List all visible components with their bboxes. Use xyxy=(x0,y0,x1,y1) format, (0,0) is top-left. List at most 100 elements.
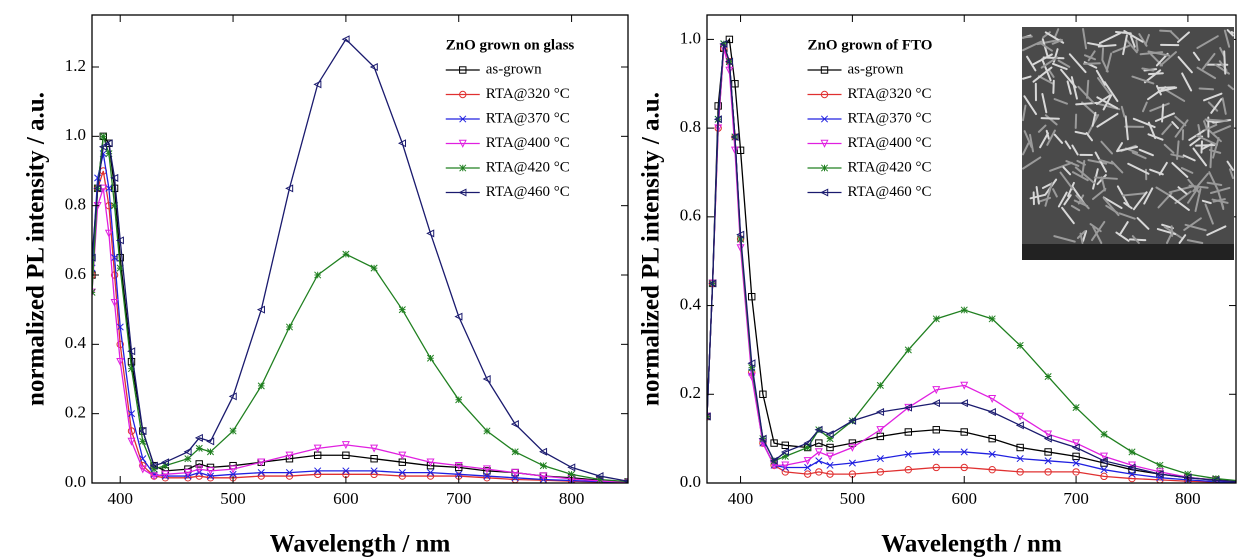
marker xyxy=(748,292,756,301)
marker xyxy=(932,426,940,434)
marker xyxy=(370,444,379,453)
marker xyxy=(826,435,834,443)
nanorod xyxy=(1094,151,1108,173)
nanorod xyxy=(1082,230,1088,242)
marker xyxy=(1072,404,1080,412)
legend-marker xyxy=(820,188,829,197)
nanorod xyxy=(1060,68,1077,89)
legend-label: RTA@460 °C xyxy=(848,184,932,200)
nanorod xyxy=(1092,168,1099,190)
marker xyxy=(104,229,113,238)
marker xyxy=(725,57,734,66)
nanorod xyxy=(1187,187,1199,204)
nanorod xyxy=(1147,86,1167,101)
marker xyxy=(1072,439,1081,448)
marker xyxy=(511,474,519,482)
nanorod xyxy=(1127,162,1150,175)
y-tick-label: 0.0 xyxy=(65,472,86,491)
y-axis-label: normalized PL intensity / a.u. xyxy=(638,92,665,406)
nanorod xyxy=(1203,92,1223,102)
marker xyxy=(931,399,940,408)
x-tick-label: 600 xyxy=(333,489,359,508)
y-tick-label: 1.0 xyxy=(65,125,86,144)
x-axis-label: Wavelength / nm xyxy=(270,531,451,558)
nanorod xyxy=(1076,159,1086,166)
nanorod xyxy=(1022,75,1032,80)
marker xyxy=(1044,448,1052,456)
nanorod xyxy=(1096,77,1112,96)
marker xyxy=(815,468,823,476)
plot-area xyxy=(707,35,1236,483)
marker xyxy=(903,403,913,412)
nanorod xyxy=(1155,85,1162,96)
nanorod xyxy=(1071,171,1089,182)
nanorod xyxy=(1053,133,1064,144)
marker xyxy=(719,39,728,48)
nanorod xyxy=(1022,104,1027,122)
marker xyxy=(105,150,113,158)
marker xyxy=(596,475,604,483)
marker xyxy=(848,443,857,452)
marker xyxy=(483,474,491,482)
y-tick-label: 0.4 xyxy=(680,294,702,313)
marker xyxy=(510,420,519,429)
marker xyxy=(398,451,407,460)
nanorod xyxy=(1207,101,1219,112)
nanorod xyxy=(1046,129,1056,146)
y-tick-label: 0.2 xyxy=(680,383,701,402)
legend-label: RTA@320 °C xyxy=(848,86,932,102)
marker xyxy=(1016,412,1025,421)
nanorod xyxy=(1131,235,1140,244)
x-tick-label: 700 xyxy=(446,489,472,508)
marker xyxy=(285,469,294,477)
marker xyxy=(342,467,350,475)
marker xyxy=(341,441,350,450)
marker xyxy=(736,230,745,239)
nanorod xyxy=(1192,147,1208,167)
marker xyxy=(257,458,266,467)
marker xyxy=(483,427,491,435)
marker xyxy=(194,433,203,442)
marker xyxy=(426,458,435,467)
nanorod xyxy=(1116,145,1139,153)
marker xyxy=(511,448,519,456)
legend-label: RTA@370 °C xyxy=(848,110,932,126)
marker xyxy=(1128,448,1136,456)
y-axis-label: normalized PL intensity / a.u. xyxy=(23,92,50,406)
marker xyxy=(127,427,136,435)
nanorod xyxy=(1115,231,1130,242)
marker xyxy=(314,467,322,475)
marker xyxy=(1156,461,1164,469)
nanorod xyxy=(1079,232,1084,244)
nanorod xyxy=(1040,42,1053,52)
nanorod xyxy=(1170,30,1180,40)
marker xyxy=(568,470,576,478)
marker xyxy=(110,271,119,279)
nanorod xyxy=(1118,212,1136,220)
x-tick-label: 400 xyxy=(107,489,133,508)
marker xyxy=(370,264,378,272)
nanorod xyxy=(1192,51,1201,61)
marker xyxy=(904,346,912,354)
legend-label: RTA@400 °C xyxy=(486,135,570,151)
nanorod xyxy=(1135,39,1139,52)
nanorod xyxy=(1041,38,1049,59)
nanorod xyxy=(1057,59,1071,68)
nanorod xyxy=(1082,62,1101,65)
marker xyxy=(206,448,215,456)
marker xyxy=(1100,452,1109,461)
nanorod xyxy=(1158,86,1176,89)
marker xyxy=(1044,468,1052,476)
marker xyxy=(1072,452,1080,461)
nanorod xyxy=(1022,156,1042,170)
nanorod xyxy=(1083,54,1097,61)
marker xyxy=(1211,476,1220,483)
marker xyxy=(92,253,96,262)
marker xyxy=(1044,457,1052,465)
marker xyxy=(804,463,812,472)
marker xyxy=(769,456,778,465)
nanorod xyxy=(1154,112,1175,123)
y-tick-label: 1.2 xyxy=(65,56,86,75)
nanorod xyxy=(1063,194,1072,206)
marker xyxy=(1156,476,1164,483)
